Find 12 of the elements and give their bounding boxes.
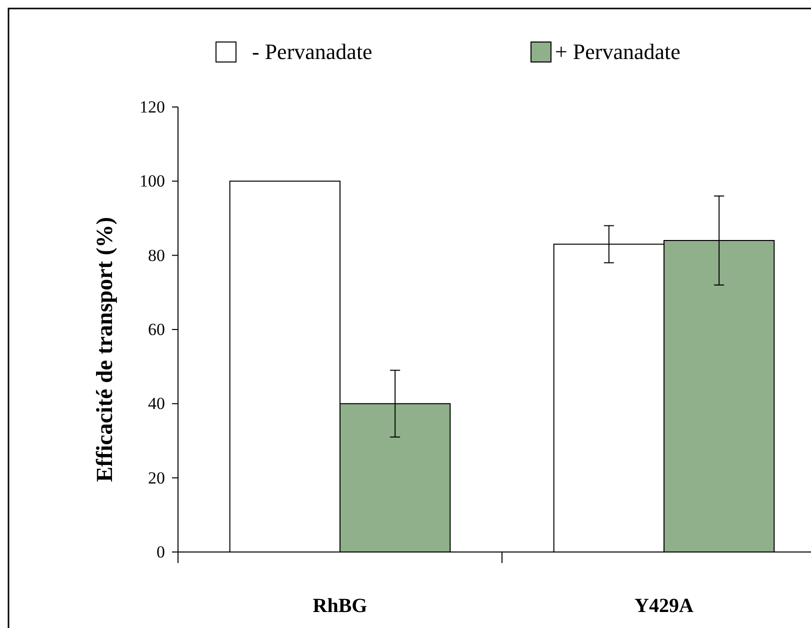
y-tick-label: 100 [140,172,165,191]
y-tick-label: 120 [140,97,165,116]
y-tick-label: 0 [156,542,165,562]
y-tick-label: 40 [148,394,165,414]
y-tick-label: 80 [148,246,165,265]
x-tick-label: RhBG [312,595,368,617]
x-tick-label: Y429A [634,595,694,617]
y-tick-label: 60 [148,320,165,339]
legend-label: + Pervanadate [555,39,680,64]
legend-label: - Pervanadate [252,39,372,64]
y-tick-label: 20 [148,468,165,488]
y-axis-title: Efficacité de transport (%) [92,216,117,482]
